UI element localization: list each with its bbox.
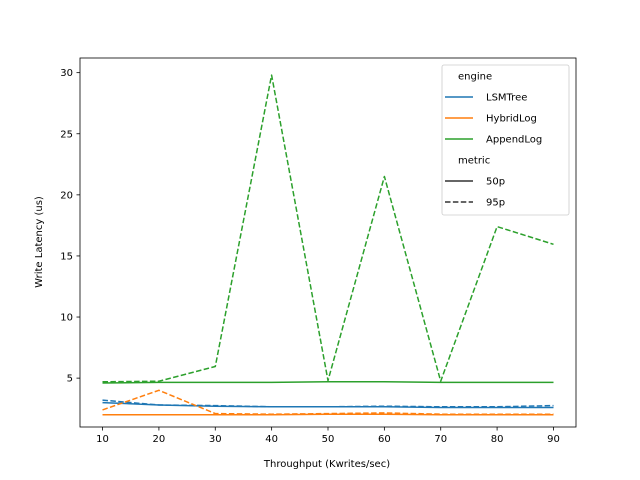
x-tick-label: 30: [209, 434, 222, 445]
legend-title: metric: [458, 156, 490, 167]
y-axis-label: Write Latency (us): [34, 196, 45, 288]
y-tick-label: 15: [60, 251, 73, 262]
x-tick-label: 10: [96, 434, 109, 445]
x-axis-label: Throughput (Kwrites/sec): [263, 459, 390, 470]
x-axis: 10 20 30 40 50 60 70 80 90: [96, 427, 560, 445]
legend-title: engine: [458, 72, 492, 83]
x-tick-label: 70: [434, 434, 447, 445]
x-tick-label: 20: [153, 434, 166, 445]
series-appendlog-50p-line: [102, 381, 554, 384]
y-tick-label: 30: [60, 68, 73, 79]
series-lsmtree-95p-line: [102, 399, 554, 408]
x-tick-label: 60: [378, 434, 391, 445]
x-tick-label: 40: [265, 434, 278, 445]
y-axis: 5 10 15 20 25 30: [60, 68, 80, 385]
plot-area: [79, 57, 577, 428]
x-tick-label: 90: [547, 434, 560, 445]
legend-entry-label: AppendLog: [486, 135, 542, 146]
series-appendlog-95p-line: [102, 74, 554, 383]
legend-box: [441, 64, 570, 216]
legend-entry-label: HybridLog: [486, 114, 537, 125]
y-tick-label: 5: [67, 374, 73, 385]
y-tick-label: 25: [60, 129, 73, 140]
legend: engine LSMTree HybridLog AppendLog metric 50p…: [441, 64, 570, 216]
legend-entry-label: 50p: [486, 177, 505, 188]
legend-entry-label: 95p: [486, 198, 505, 209]
series-hybridlog-95p-line: [102, 389, 554, 415]
y-tick-label: 10: [60, 313, 73, 324]
x-tick-label: 50: [322, 434, 335, 445]
y-tick-label: 20: [60, 190, 73, 201]
legend-entry-label: LSMTree: [486, 93, 527, 104]
x-tick-label: 80: [491, 434, 504, 445]
